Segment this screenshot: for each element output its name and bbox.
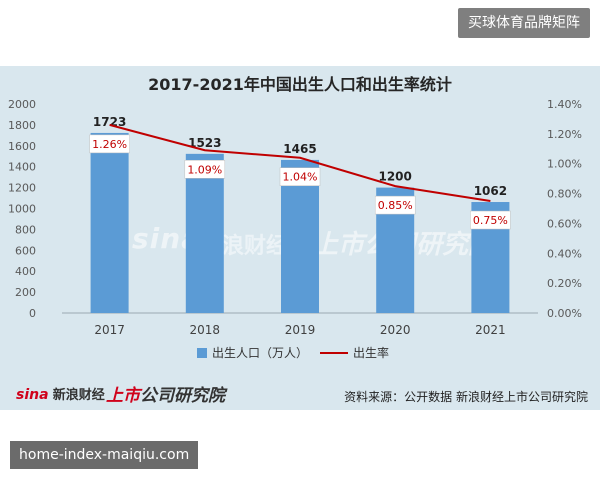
left-tick-label: 1200	[8, 182, 36, 195]
sina-logo-text: sina	[16, 387, 49, 403]
x-tick-label: 2018	[190, 323, 221, 337]
right-tick-label: 0.80%	[547, 188, 582, 201]
legend: 出生人口（万人） 出生率	[197, 345, 389, 360]
left-tick-label: 400	[15, 265, 36, 278]
rate-label-box	[374, 195, 416, 215]
sina-finance-logo: sina 新浪财经	[16, 384, 105, 403]
bar	[90, 132, 129, 313]
left-axis-ticks: 0 200 400 600 800 1000 1200 1400 1600 1800 2000	[8, 98, 36, 320]
x-tick-label: 2021	[475, 323, 506, 337]
left-tick-label: 1800	[8, 119, 36, 132]
legend-bar-swatch	[197, 348, 207, 358]
rate-data-label: 0.75%	[473, 214, 508, 227]
left-tick-label: 0	[29, 307, 36, 320]
legend-line-label: 出生率	[353, 345, 389, 360]
bar-data-label: 1523	[188, 136, 221, 150]
rate-data-label: 0.85%	[378, 199, 413, 212]
bar-data-label: 1723	[93, 115, 126, 129]
right-tick-label: 1.20%	[547, 128, 582, 141]
rate-data-label: 1.09%	[187, 163, 222, 176]
right-tick-label: 1.00%	[547, 158, 582, 171]
left-tick-label: 2000	[8, 98, 36, 111]
bar	[185, 153, 224, 313]
rate-line-series	[109, 123, 491, 203]
rate-line	[109, 123, 491, 203]
x-tick-label: 2020	[380, 323, 411, 337]
right-tick-label: 1.40%	[547, 98, 582, 111]
chart: 2017-2021年中国出生人口和出生率统计 0 200 400 600 800 1000…	[8, 75, 582, 360]
research-logo-rest: 公司研究院	[140, 386, 225, 406]
bar-data-labels: 1723 1523 1465 1200 1062	[93, 115, 507, 198]
corner-badge[interactable]: 买球体育品牌矩阵	[458, 8, 590, 38]
right-tick-label: 0.40%	[547, 247, 582, 260]
left-tick-label: 800	[15, 223, 36, 236]
research-logo-prefix: 上市	[106, 386, 140, 406]
rate-label-box	[279, 167, 321, 186]
right-tick-label: 0.00%	[547, 307, 582, 320]
bar-series	[90, 132, 510, 313]
legend-bar-label: 出生人口（万人）	[212, 346, 308, 360]
x-tick-label: 2019	[285, 323, 316, 337]
rate-data-label: 1.26%	[92, 138, 127, 151]
rate-data-label: 1.04%	[283, 171, 318, 184]
x-tick-label: 2017	[94, 323, 125, 337]
bottom-banner[interactable]: home-index-maiqiu.com	[10, 441, 199, 469]
bar-data-label: 1200	[378, 170, 411, 184]
bar-data-label: 1465	[283, 142, 316, 156]
right-tick-label: 0.60%	[547, 217, 582, 230]
left-tick-label: 1000	[8, 203, 36, 216]
right-tick-label: 0.20%	[547, 277, 582, 290]
x-axis-ticks: 2017 2018 2019 2020 2021	[94, 323, 505, 337]
rate-label-box	[470, 210, 511, 230]
left-tick-label: 200	[15, 286, 36, 299]
source-note: 资料来源：公开数据 新浪财经上市公司研究院	[344, 390, 588, 404]
right-axis-ticks: 0.00% 0.20% 0.40% 0.60% 0.80% 1.00% 1.20% 1.40%	[547, 98, 582, 320]
rate-label-box	[184, 160, 226, 179]
left-tick-label: 1400	[8, 161, 36, 174]
rate-label-box	[89, 134, 130, 154]
rate-data-labels: 1.26% 1.09% 1.04% 0.85% 0.75%	[89, 134, 511, 230]
bar-data-label: 1062	[474, 184, 507, 198]
left-tick-label: 1600	[8, 140, 36, 153]
chart-title: 2017-2021年中国出生人口和出生率统计	[148, 75, 452, 94]
sina-finance-text: 新浪财经	[52, 388, 105, 403]
research-institute-logo: 上市公司研究院	[106, 381, 225, 406]
left-tick-label: 600	[15, 244, 36, 257]
